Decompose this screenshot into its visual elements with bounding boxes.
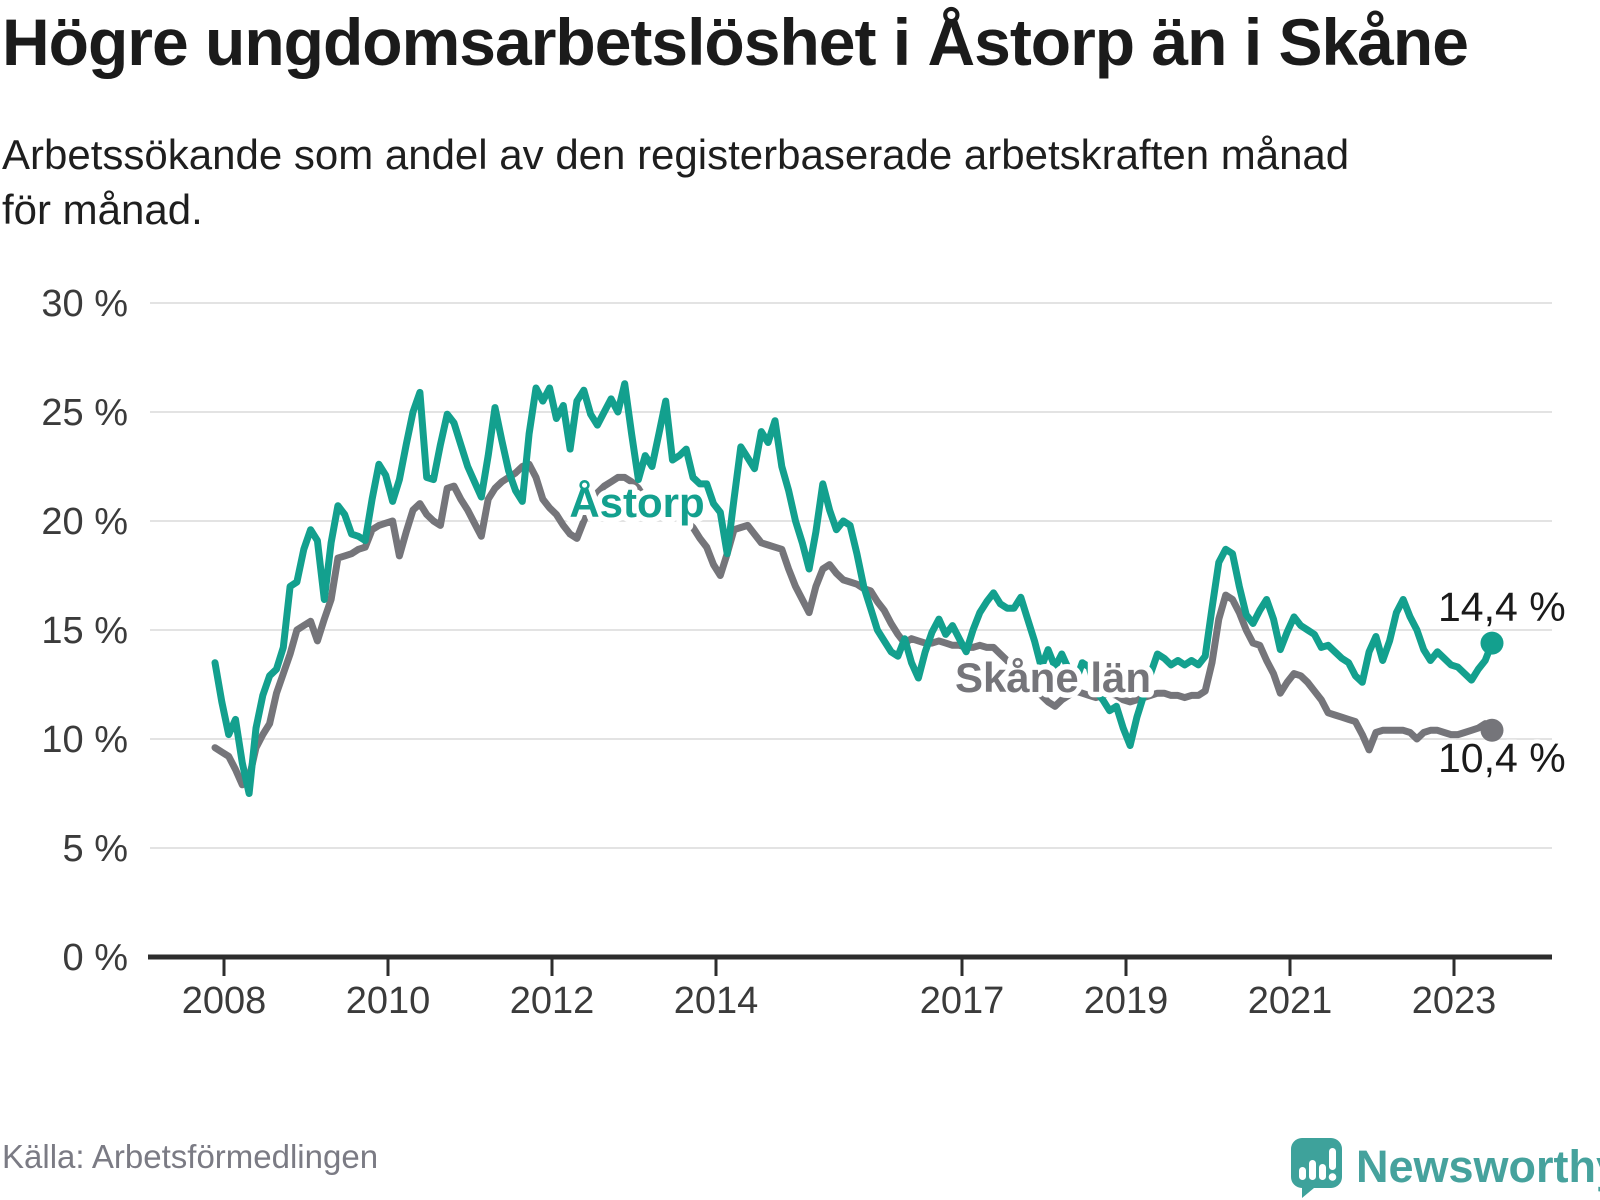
y-tick-label: 15 %: [41, 610, 128, 652]
y-tick-label: 20 %: [41, 501, 128, 543]
x-tick-label: 2021: [1248, 980, 1333, 1022]
series-end-dot-astorp: [1480, 631, 1504, 655]
end-value-label-skane-lan: 10,4 %: [1438, 735, 1566, 781]
chart-subtitle: Arbetssökande som andel av den registerb…: [2, 128, 1562, 237]
newsworthy-logo-icon: [1291, 1138, 1342, 1198]
series-line-skane-lan: [211, 460, 1496, 789]
x-tick-label: 2008: [182, 980, 267, 1022]
series-label-astorp: Åstorp: [569, 479, 704, 526]
x-tick-label: 2010: [346, 980, 431, 1022]
page-title: Högre ungdomsarbetslöshet i Åstorp än i …: [2, 5, 1469, 79]
y-tick-label: 30 %: [41, 283, 128, 325]
subtitle-line-1: Arbetssökande som andel av den registerb…: [2, 131, 1350, 178]
x-tick-label: 2023: [1412, 980, 1497, 1022]
series-end-dot-skane-lan: [1480, 718, 1504, 742]
logo-bar-1: [1299, 1167, 1306, 1180]
series-line-astorp: [211, 380, 1496, 797]
end-value-label-astorp: 14,4 %: [1438, 584, 1566, 630]
subtitle-line-2: för månad.: [2, 185, 203, 233]
x-tick-label: 2014: [674, 980, 759, 1022]
logo-bar-2: [1309, 1160, 1316, 1180]
logo-exclamation-dot: [1328, 1173, 1337, 1181]
y-tick-label: 10 %: [41, 719, 128, 761]
x-tick-label: 2017: [920, 980, 1005, 1022]
y-tick-label: 25 %: [41, 392, 128, 434]
logo-exclamation-bar: [1329, 1148, 1336, 1170]
x-tick-label: 2012: [510, 980, 595, 1022]
series-label-skane-lan: Skåne län: [955, 654, 1151, 701]
x-tick-label: 2019: [1084, 980, 1169, 1022]
y-tick-label: 0 %: [63, 937, 128, 979]
newsworthy-logo: Newsworthy: [1288, 1136, 1600, 1198]
y-tick-label: 5 %: [63, 828, 128, 870]
logo-bar-3: [1319, 1164, 1326, 1180]
source-credit: Källa: Arbetsförmedlingen: [2, 1138, 379, 1175]
newsworthy-logo-text: Newsworthy: [1356, 1141, 1600, 1192]
